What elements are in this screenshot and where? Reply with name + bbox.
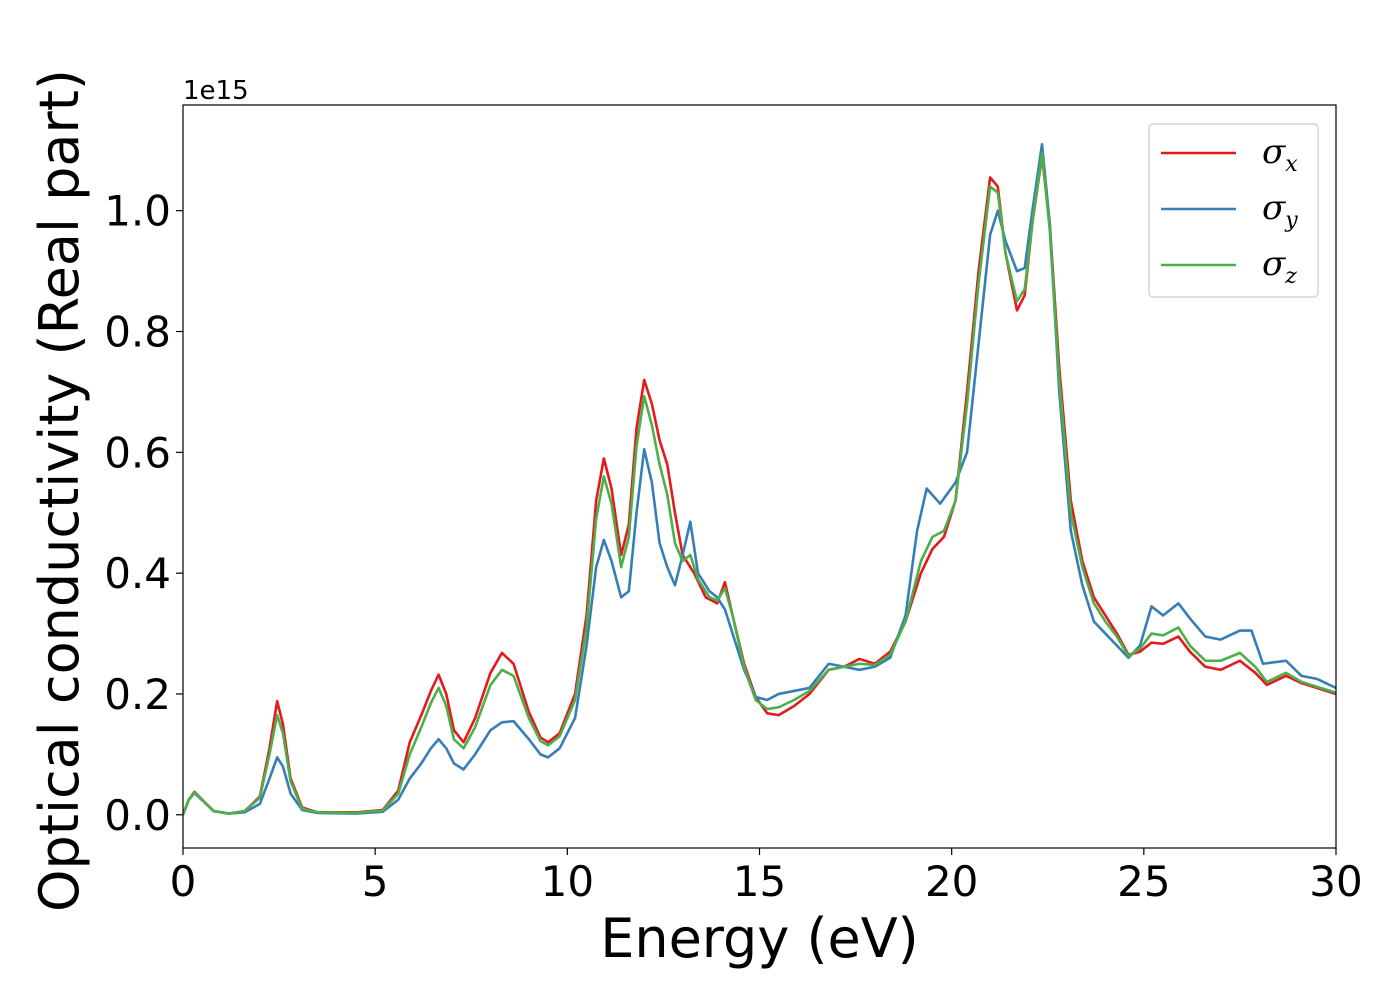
y-axis-label: Optical conductivity (Real part)	[28, 69, 91, 912]
y-tick-label: 0.6	[104, 428, 171, 477]
x-tick-label: 15	[733, 857, 786, 906]
y-tick-label: 0.0	[104, 791, 171, 840]
x-tick-label: 30	[1309, 857, 1362, 906]
y-axis-offset-label: 1e15	[183, 76, 249, 106]
x-tick-label: 20	[925, 857, 978, 906]
y-tick-label: 0.8	[104, 308, 171, 357]
x-tick-label: 10	[541, 857, 594, 906]
x-tick-label: 25	[1117, 857, 1170, 906]
x-tick-label: 5	[362, 857, 389, 906]
y-tick-label: 0.2	[104, 670, 171, 719]
x-tick-label: 0	[170, 857, 197, 906]
y-tick-label: 0.4	[104, 549, 171, 598]
x-axis-label: Energy (eV)	[600, 907, 919, 970]
y-tick-label: 1.0	[104, 187, 171, 236]
